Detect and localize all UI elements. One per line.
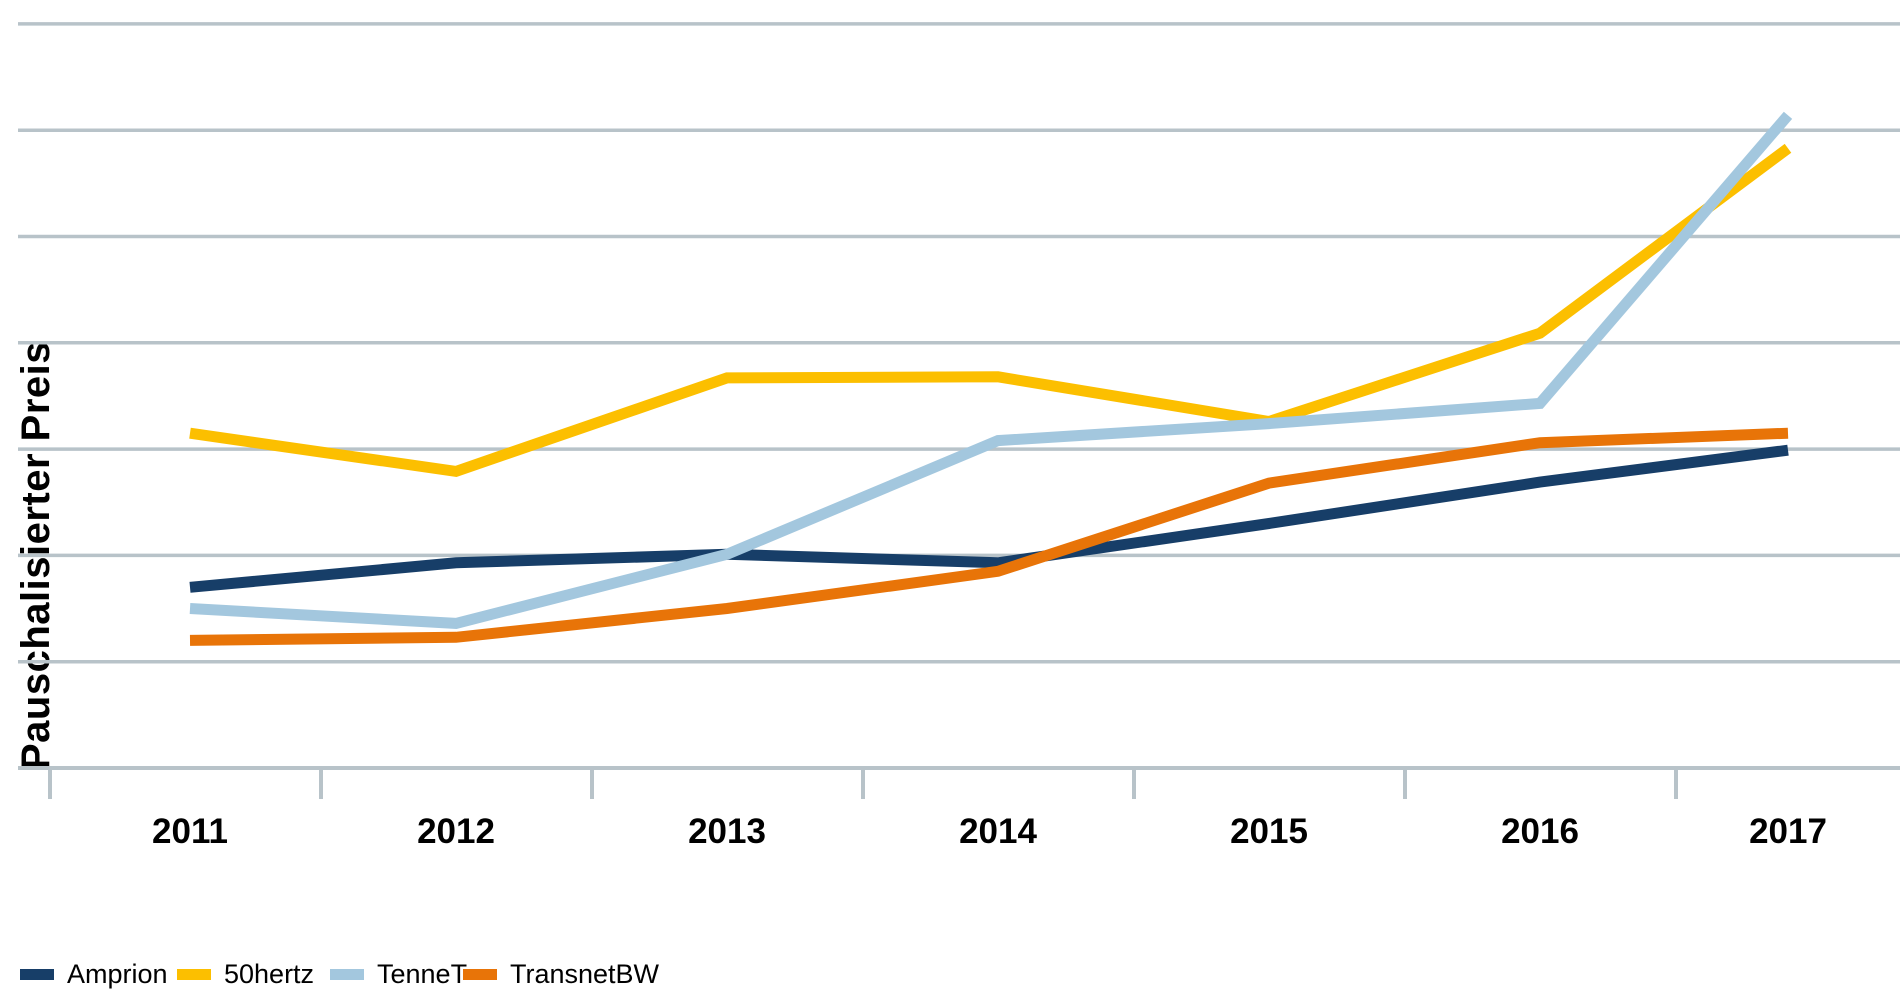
x-tick-label-2017: 2017: [1749, 812, 1827, 851]
legend-item-amprion: Amprion: [20, 952, 168, 996]
x-tick-label-2012: 2012: [417, 812, 495, 851]
legend-swatch-transnetbw: [463, 968, 497, 980]
x-tick-label-2015: 2015: [1230, 812, 1308, 851]
legend-label-tennet: TenneT: [377, 958, 468, 989]
series-line-transnetbw: [189, 427, 1789, 646]
legend-swatch-50hertz: [177, 968, 211, 980]
x-tick-label-2011: 2011: [152, 812, 228, 851]
legend-swatch-tennet: [330, 968, 364, 980]
series-line-tennet: [189, 111, 1793, 629]
x-tick-label-2014: 2014: [959, 812, 1037, 851]
x-tick-label-2016: 2016: [1501, 812, 1579, 851]
legend: Amprion 50hertz TenneT TransnetBW: [0, 952, 1900, 996]
legend-item-tennet: TenneT: [330, 952, 467, 996]
series-line-amprion: [189, 444, 1789, 593]
series-line-50hertz: [189, 143, 1792, 478]
legend-label-amprion: Amprion: [67, 958, 168, 989]
legend-label-transnetbw: TransnetBW: [510, 958, 660, 989]
legend-item-transnetbw: TransnetBW: [463, 952, 659, 996]
legend-item-50hertz: 50hertz: [177, 952, 314, 996]
x-tick-label-2013: 2013: [688, 812, 766, 851]
legend-label-50hertz: 50hertz: [224, 958, 315, 989]
legend-swatch-amprion: [20, 968, 54, 980]
